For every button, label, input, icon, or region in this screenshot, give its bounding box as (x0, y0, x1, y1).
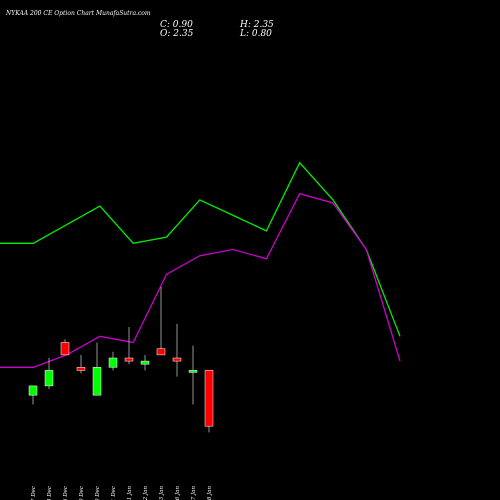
x-tick-label: 08 Jan (207, 486, 213, 500)
chart-title: NYKAA 200 CE Option Chart MunafaSutra.co… (6, 10, 151, 17)
open-value: O: 2.35 (160, 29, 194, 39)
x-tick-label: 20 Dec (79, 486, 85, 500)
x-tick-label: 07 Jan (191, 486, 197, 500)
x-tick-label: 03 Jan (159, 486, 165, 500)
low-value: L: 0.80 (240, 29, 272, 39)
x-tick-label: 31 Dec (111, 486, 117, 500)
candle-body (188, 370, 198, 373)
candle-body (60, 342, 70, 356)
indicator-lines (0, 161, 401, 368)
x-tick-label: 27 Dec (31, 486, 37, 500)
candles (28, 286, 214, 433)
candle-body (124, 357, 134, 362)
x-tick-label: 01 Jan (127, 486, 133, 500)
x-tick-label: 24 Dec (47, 486, 53, 500)
x-tick-label: 06 Jan (175, 486, 181, 500)
close-value: C: 0.90 (160, 20, 193, 30)
candle-body (172, 357, 182, 362)
candle-body (108, 357, 118, 368)
x-tick-label: 30 Dec (95, 486, 101, 500)
candle-body (28, 385, 38, 396)
x-tick-label: 26 Dec (63, 486, 69, 500)
candle-body (76, 367, 86, 371)
upper-band-line (0, 161, 401, 337)
x-axis-ticks: 27 Dec 24 Dec 26 Dec 20 Dec 30 Dec 31 Dec 01 J… (31, 486, 213, 500)
candle-body (204, 370, 214, 427)
candle-body (44, 370, 54, 387)
candle-body (156, 348, 166, 356)
candle-body (92, 367, 102, 396)
x-tick-label: 02 Jan (143, 486, 149, 500)
candle-body (140, 360, 150, 365)
lower-band-line (0, 192, 401, 368)
high-value: H: 2.35 (240, 20, 274, 30)
